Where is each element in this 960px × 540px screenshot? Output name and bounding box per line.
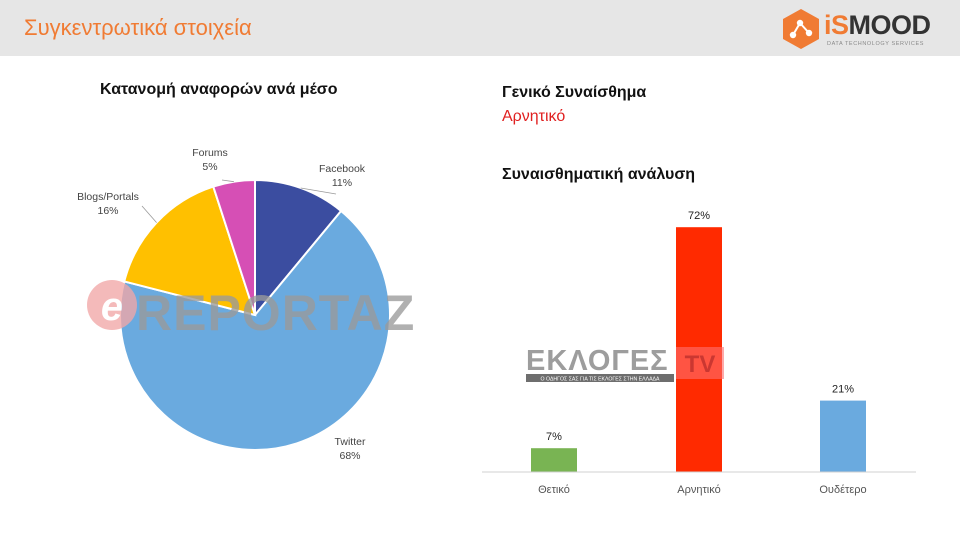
pie-label-forums: Forums — [192, 147, 228, 159]
logo-suffix: MOOD — [848, 10, 932, 40]
bar-value-label-negative: 72% — [688, 210, 710, 222]
logo-wordmark: iSMOOD — [824, 10, 931, 40]
bar-category-label-positive: Θετικό — [538, 484, 570, 496]
pie-label-twitter: Twitter — [335, 436, 366, 448]
pie-value-twitter: 68% — [339, 450, 360, 462]
ereportaz-mark: e — [101, 285, 123, 329]
pie-leader-forums — [221, 179, 234, 183]
network-hexagon-icon — [783, 9, 819, 49]
logo-prefix: iS — [824, 10, 849, 40]
ismood-logo: iSMOOD DATA TECHNOLOGY SERVICES — [780, 6, 950, 52]
bar-neutral — [820, 400, 866, 472]
general-sentiment-value: Αρνητικό — [502, 108, 566, 125]
pie-value-forums: 5% — [202, 161, 217, 173]
bar-positive — [531, 448, 577, 472]
ekloges-watermark: ΕΚΛΟΓΕΣ TV Ο ΟΔΗΓΟΣ ΣΑΣ ΓΙΑ ΤΙΣ ΕΚΛΟΓΕΣ … — [526, 345, 724, 383]
bar-value-label-positive: 7% — [546, 431, 562, 443]
pie-value-facebook: 11% — [332, 177, 352, 189]
pie-value-blogs-portals: 16% — [97, 205, 118, 217]
ekloges-tagline: Ο ΟΔΗΓΟΣ ΣΑΣ ΓΙΑ ΤΙΣ ΕΚΛΟΓΕΣ ΣΤΗΝ ΕΛΛΑΔΑ — [541, 377, 660, 383]
pie-label-blogs-portals: Blogs/Portals — [77, 191, 139, 203]
ekloges-text: ΕΚΛΟΓΕΣ — [526, 345, 669, 377]
ekloges-badge-bg — [676, 347, 724, 379]
ekloges-tagline-bg — [526, 374, 674, 382]
general-sentiment-heading: Γενικό Συναίσθημα — [502, 84, 647, 101]
pie-leader-facebook — [300, 187, 337, 195]
pie-slice-twitter — [119, 209, 391, 451]
bar-category-label-neutral: Ουδέτερο — [819, 484, 866, 496]
ekloges-badge: TV — [685, 351, 716, 378]
pie-label-facebook: Facebook — [319, 163, 366, 175]
bar-category-label-negative: Αρνητικό — [677, 484, 720, 496]
ereportaz-text: REPORTAZ — [136, 285, 415, 341]
bar-value-label-neutral: 21% — [832, 384, 854, 396]
logo-tagline: DATA TECHNOLOGY SERVICES — [827, 41, 925, 47]
page-title: Συγκεντρωτικά στοιχεία — [24, 15, 252, 40]
pie-chart: Facebook 11% Twitter 68% Blogs/Portals 16% For… — [77, 147, 415, 462]
pie-slice-blogs-portals — [123, 185, 257, 317]
bar-chart: 7% 72% 21% Θετικό Αρνητικό Ουδέτερο ΕΚΛΟΓΕΣ … — [482, 210, 916, 496]
pie-leader-blogs-portals — [141, 205, 157, 223]
bar-chart-title: Συναισθηματική ανάλυση — [502, 166, 696, 183]
ereportaz-watermark: e REPORTAZ — [87, 280, 415, 341]
pie-chart-title: Κατανομή αναφορών ανά μέσο — [100, 81, 338, 98]
